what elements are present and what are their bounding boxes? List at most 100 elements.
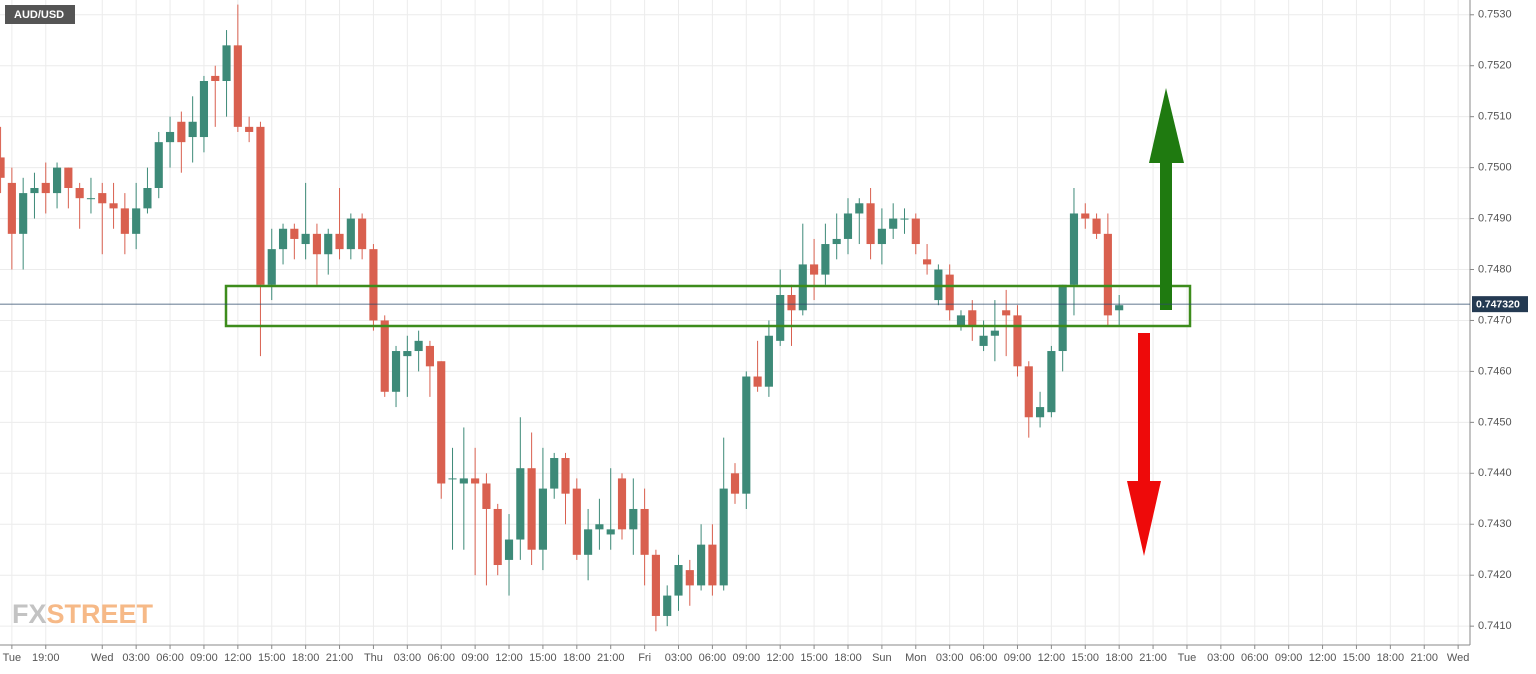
candle-body [527,468,536,550]
candle-body [120,208,129,234]
x-tick-label: 06:00 [427,652,455,664]
candle-body [968,310,977,326]
candle-body [538,488,547,550]
logo-street: STREET [47,599,154,629]
candle-body [7,182,16,234]
x-tick-label: 03:00 [394,652,422,664]
y-tick-label: 0.7440 [1478,467,1512,479]
candle-body [651,554,660,616]
x-tick-label: 21:00 [326,652,354,664]
x-tick-label: 15:00 [800,652,828,664]
candle-body [776,294,785,341]
candle-body [877,228,886,245]
candle-body [414,340,423,352]
candle-body [889,218,898,229]
candle-body [595,524,604,530]
candle-body [663,595,672,616]
candle-body [358,218,367,250]
candle-body [177,121,186,143]
candle-body [832,238,841,245]
x-tick-label: Tue [1178,652,1197,664]
candle-body [617,478,627,530]
x-tick-label: 18:00 [563,652,591,664]
candle-body [945,274,954,311]
x-tick-label: 06:00 [1241,652,1269,664]
x-tick-label: 12:00 [224,652,252,664]
x-tick-label: 21:00 [1410,652,1438,664]
candle-body [256,126,265,285]
candle-body [482,483,491,509]
candle-body [30,187,39,194]
candle-body [629,508,638,530]
candle-body [708,544,717,586]
candle-body [75,187,84,199]
y-tick-label: 0.7430 [1478,518,1512,530]
x-tick-label: Wed [91,652,113,664]
down-arrow [1127,333,1161,556]
candle-body [380,320,389,392]
y-tick-label: 0.7520 [1478,60,1512,72]
candle-body [1069,213,1079,285]
candle-body [787,294,796,311]
candle-body [143,187,152,209]
y-tick-label: 0.7410 [1478,620,1512,632]
y-tick-label: 0.7530 [1478,9,1512,21]
x-tick-label: 21:00 [1139,652,1167,664]
x-tick-label: 09:00 [733,652,761,664]
candle-body [504,539,514,560]
x-tick-label: Thu [364,652,383,664]
candle-body [742,376,751,494]
x-tick-label: 12:00 [1038,652,1066,664]
candle-body [572,488,581,555]
logo: FXSTREET [12,599,154,629]
candle-body [900,218,909,220]
x-tick-label: 19:00 [32,652,60,664]
x-tick-label: 03:00 [665,652,693,664]
candle-body [697,544,706,586]
candle-body [391,351,401,392]
x-tick-label: Wed [1447,652,1469,664]
candle-body [1047,351,1056,413]
candle-body [550,458,559,489]
candle-body [459,478,468,484]
candle-body [810,264,819,275]
candle-body [41,182,50,194]
candle-body [324,233,333,255]
up-arrow [1149,88,1184,310]
candle-body [233,45,242,127]
y-tick-label: 0.7510 [1478,111,1512,123]
x-tick-label: 03:00 [936,652,964,664]
candle-body [606,529,615,535]
candle-body [764,335,773,387]
candle-body [335,233,344,250]
candle-body [290,228,299,239]
candle-body [1058,284,1067,352]
candle-body [278,228,288,250]
candle-body [448,478,457,480]
candle-body [911,218,920,245]
x-tick-label: 18:00 [1105,652,1133,664]
candle-body [425,345,434,367]
candle-body [730,473,740,494]
x-tick-label: 06:00 [156,652,184,664]
x-tick-label: 09:00 [1004,652,1032,664]
x-tick-label: Mon [905,652,926,664]
support-zone [224,284,1192,328]
candle-body [1024,366,1033,418]
price-label: 0.747320 [1476,298,1520,310]
candle-body [312,233,322,255]
x-tick-label: 12:00 [766,652,794,664]
candle-body [301,233,310,245]
candle-body [132,208,141,234]
x-tick-label: Sun [872,652,892,664]
x-tick-label: Tue [3,652,22,664]
candle-body [245,126,254,132]
candle-body [154,142,163,188]
candle-body [956,315,966,326]
candle-body [199,81,209,138]
candle-body [346,218,355,250]
symbol-box [5,5,75,24]
y-tick-label: 0.7500 [1478,162,1512,174]
candle-body [19,193,28,234]
